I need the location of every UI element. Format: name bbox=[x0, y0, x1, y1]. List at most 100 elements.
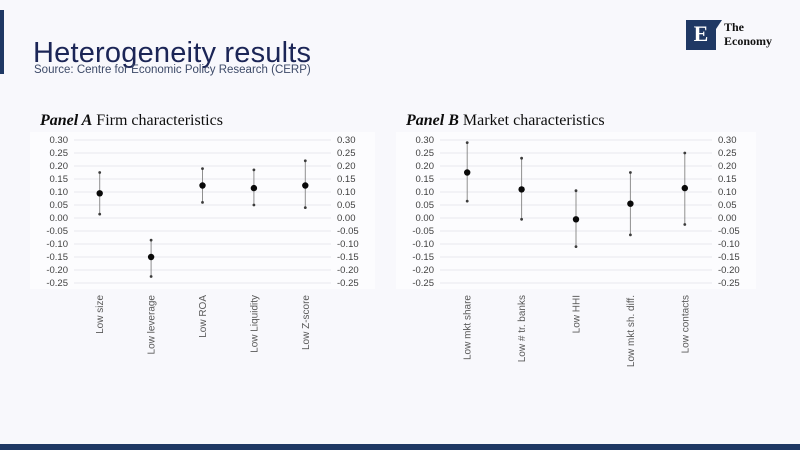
data-point bbox=[572, 216, 580, 223]
ci-upper-cap bbox=[98, 171, 102, 174]
source-caption: Source: Centre for Economic Policy Resea… bbox=[34, 64, 311, 76]
ci-lower-cap bbox=[252, 203, 256, 207]
y-tick-label-right: -0.15 bbox=[337, 252, 359, 263]
logo-letter: E bbox=[693, 21, 709, 46]
y-tick-label-left: 0.20 bbox=[50, 161, 69, 172]
panel-b-title-text: Market characteristics bbox=[458, 112, 605, 129]
estimate-with-ci bbox=[627, 171, 634, 237]
y-tick-label-right: 0.10 bbox=[337, 187, 356, 198]
y-tick-label-right: 0.15 bbox=[718, 174, 737, 185]
y-tick-label-right: -0.15 bbox=[718, 252, 740, 263]
ci-lower-cap bbox=[520, 217, 523, 221]
ci-lower-cap bbox=[629, 233, 632, 237]
ci-upper-cap bbox=[574, 189, 578, 193]
data-point bbox=[147, 253, 155, 261]
y-tick-label-right: 0.15 bbox=[337, 174, 356, 185]
y-tick-label-left: 0.30 bbox=[416, 135, 435, 146]
y-tick-label-left: 0.00 bbox=[416, 213, 435, 224]
ci-lower-cap bbox=[465, 199, 469, 203]
ci-upper-cap bbox=[683, 151, 687, 155]
data-point bbox=[250, 184, 258, 192]
x-category-label: Low HHI bbox=[572, 295, 583, 333]
y-tick-label-right: -0.25 bbox=[337, 278, 359, 289]
y-tick-label-right: 0.25 bbox=[337, 148, 356, 159]
estimate-with-ci bbox=[147, 238, 155, 278]
x-category-label: Low Liquidity bbox=[249, 295, 260, 353]
panel-b-label: Panel B bbox=[406, 112, 459, 129]
ci-lower-cap bbox=[574, 245, 578, 248]
y-tick-label-left: 0.00 bbox=[50, 213, 69, 224]
y-tick-label-left: 0.25 bbox=[416, 148, 435, 159]
y-tick-label-left: -0.25 bbox=[46, 278, 68, 289]
logo-e-icon: E bbox=[686, 20, 722, 50]
estimate-with-ci bbox=[681, 151, 688, 226]
y-tick-label-right: -0.10 bbox=[337, 239, 359, 250]
estimate-with-ci bbox=[250, 168, 258, 207]
ci-upper-cap bbox=[201, 167, 204, 170]
panel-a-title-text: Firm characteristics bbox=[92, 112, 223, 129]
y-tick-label-right: -0.20 bbox=[718, 265, 740, 276]
y-tick-label-right: -0.05 bbox=[337, 226, 359, 237]
ci-upper-cap bbox=[252, 168, 256, 172]
data-point bbox=[96, 190, 103, 197]
data-point bbox=[627, 200, 634, 207]
logo-flag-icon bbox=[716, 20, 722, 29]
page-title: Heterogeneity results bbox=[33, 37, 312, 70]
bottom-accent-bar bbox=[0, 444, 800, 450]
y-tick-label-left: -0.05 bbox=[412, 226, 434, 237]
estimate-with-ci bbox=[96, 171, 103, 216]
data-point bbox=[464, 169, 471, 176]
ci-upper-cap bbox=[303, 159, 307, 163]
plot-background bbox=[30, 132, 375, 289]
ci-lower-cap bbox=[303, 206, 307, 209]
logo-word-line2: Economy bbox=[724, 34, 772, 48]
ci-lower-cap bbox=[201, 201, 204, 204]
data-point bbox=[199, 182, 206, 189]
y-tick-label-right: 0.10 bbox=[718, 187, 737, 198]
y-tick-label-left: -0.05 bbox=[46, 226, 68, 237]
x-category-label: Low mkt share bbox=[463, 295, 474, 360]
estimate-with-ci bbox=[518, 156, 525, 221]
y-tick-label-left: 0.30 bbox=[50, 135, 69, 146]
y-tick-label-left: -0.20 bbox=[46, 265, 68, 276]
y-tick-label-right: 0.30 bbox=[337, 135, 356, 146]
left-accent-bar bbox=[0, 10, 4, 74]
panel-b-title: Panel B Market characteristics bbox=[406, 112, 756, 130]
y-tick-label-left: -0.10 bbox=[46, 239, 68, 250]
logo-wordmark: The Economy bbox=[724, 20, 772, 49]
the-economy-logo: E The Economy bbox=[686, 20, 772, 50]
estimate-with-ci bbox=[572, 189, 580, 248]
x-category-label: Low # tr. banks bbox=[517, 295, 528, 362]
panel-a-chart: 0.30 0.30 0.25 0.25 0.20 0.20 0.15 0.15 0.10 0.10… bbox=[30, 132, 375, 355]
data-point bbox=[302, 182, 309, 189]
y-tick-label-left: 0.15 bbox=[50, 174, 69, 185]
y-tick-label-right: -0.05 bbox=[718, 226, 740, 237]
data-point bbox=[518, 186, 525, 193]
ci-lower-cap bbox=[683, 223, 687, 226]
y-tick-label-left: -0.25 bbox=[412, 278, 434, 289]
x-category-label: Low leverage bbox=[147, 295, 158, 355]
y-tick-label-right: 0.20 bbox=[337, 161, 356, 172]
y-tick-label-right: 0.05 bbox=[718, 200, 737, 211]
panel-a-title: Panel A Firm characteristics bbox=[40, 112, 375, 130]
ci-upper-cap bbox=[149, 238, 153, 242]
ci-upper-cap bbox=[465, 141, 469, 144]
y-tick-label-right: 0.00 bbox=[718, 213, 737, 224]
y-tick-label-left: 0.10 bbox=[50, 187, 69, 198]
ci-lower-cap bbox=[98, 212, 102, 216]
panel-b-chart: 0.30 0.30 0.25 0.25 0.20 0.20 0.15 0.15 0.10 0.10… bbox=[396, 132, 756, 367]
y-tick-label-right: 0.00 bbox=[337, 213, 356, 224]
y-tick-label-right: 0.30 bbox=[718, 135, 737, 146]
y-tick-label-left: -0.20 bbox=[412, 265, 434, 276]
y-tick-label-left: 0.10 bbox=[416, 187, 435, 198]
y-tick-label-left: -0.10 bbox=[412, 239, 434, 250]
y-tick-label-left: 0.25 bbox=[50, 148, 69, 159]
y-tick-label-right: -0.25 bbox=[718, 278, 740, 289]
y-tick-label-right: 0.25 bbox=[718, 148, 737, 159]
x-category-label: Low size bbox=[95, 295, 106, 334]
panel-a-label: Panel A bbox=[40, 112, 93, 129]
y-tick-label-left: 0.05 bbox=[416, 200, 435, 211]
estimate-with-ci bbox=[199, 167, 206, 204]
y-tick-label-right: 0.05 bbox=[337, 200, 356, 211]
y-tick-label-right: -0.10 bbox=[718, 239, 740, 250]
